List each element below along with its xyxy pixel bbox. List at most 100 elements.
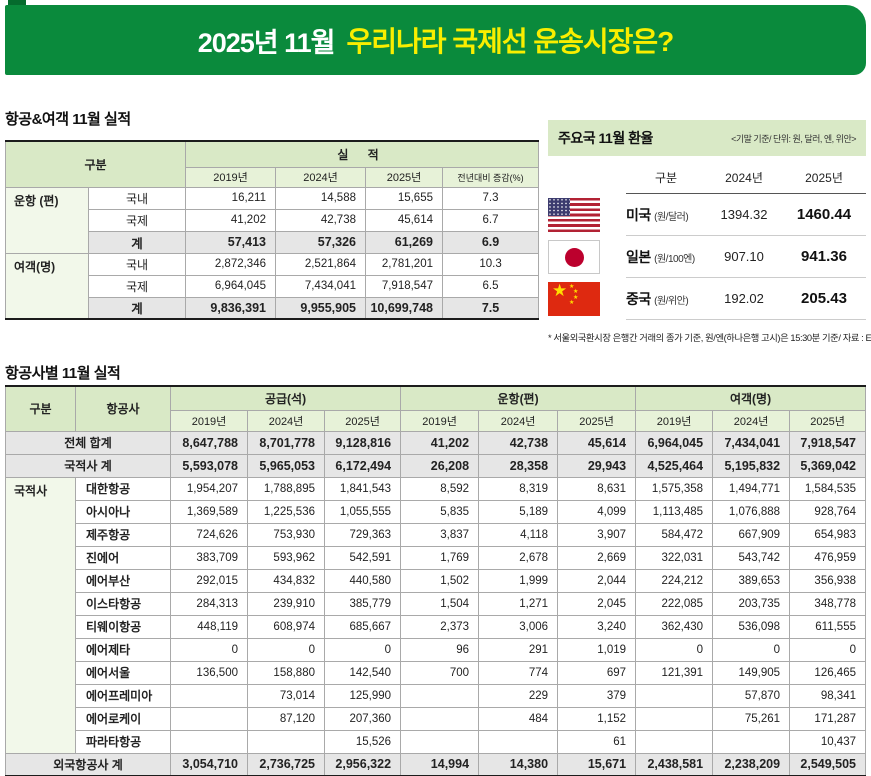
fx-rate-2024: 192.02 — [724, 291, 764, 306]
value-cell: 73,014 — [247, 683, 325, 708]
summary-header-gubun: 구분 — [5, 140, 186, 188]
year-header: 2019년 — [635, 409, 714, 432]
value-cell: 608,974 — [247, 614, 325, 639]
value-cell: 7,918,547 — [789, 430, 866, 455]
value-cell: 9,955,905 — [275, 296, 366, 320]
value-cell: 8,592 — [400, 476, 480, 501]
value-cell: 14,380 — [478, 752, 559, 776]
summary-row-label: 국내 — [88, 252, 186, 276]
airline-name: 에어로케이 — [75, 706, 171, 731]
fx-country-label: 중국 (원/위안) — [626, 290, 689, 307]
value-cell: 3,240 — [557, 614, 637, 639]
value-cell: 379 — [557, 683, 637, 708]
value-cell: 15,526 — [323, 729, 402, 754]
airline-row: 파라타항공 15,526 61 10,437 — [6, 729, 866, 754]
year-header: 2019년 — [400, 409, 480, 432]
value-cell: 8,631 — [557, 476, 637, 501]
value-cell: 611,555 — [789, 614, 866, 639]
value-cell: 1,271 — [478, 591, 559, 616]
title-banner: 2025년 11월 우리나라 국제선 운송시장은? — [5, 5, 866, 75]
summary-year-2025: 2025년 — [365, 166, 443, 188]
value-cell: 729,363 — [323, 522, 402, 547]
summary-row: 계 57,413 57,326 61,269 6.9 — [6, 230, 540, 254]
airline-name: 에어제타 — [75, 637, 171, 662]
value-cell: 2,373 — [400, 614, 480, 639]
airline-row: 진에어 383,709 593,962 542,591 1,769 2,678 2,669 3… — [6, 545, 866, 570]
airline-name: 대한항공 — [75, 476, 171, 501]
summary-year-2024: 2024년 — [275, 166, 366, 188]
value-cell: 1,769 — [400, 545, 480, 570]
value-cell: 57,413 — [185, 230, 276, 254]
value-cell: 222,085 — [635, 591, 714, 616]
value-cell — [247, 729, 325, 754]
fx-unit-label: (원/위안) — [654, 295, 689, 307]
summary-row-label: 계 — [88, 296, 186, 320]
value-cell: 87,120 — [247, 706, 325, 731]
value-cell: 2,678 — [478, 545, 559, 570]
airline-row: 외국항공사 계 3,054,710 2,736,725 2,956,322 14,994… — [5, 752, 866, 776]
airline-table-body: 전체 합계 8,647,788 8,701,778 9,128,816 41,202 42… — [5, 430, 866, 776]
yoy-cell: 6.5 — [441, 274, 540, 298]
flag-box — [548, 236, 626, 278]
value-cell: 1,999 — [478, 568, 559, 593]
year-header: 2019년 — [170, 409, 248, 432]
value-cell — [170, 706, 248, 731]
fx-rate-2024: 907.10 — [724, 249, 764, 264]
summary-row: 국제 6,964,045 7,434,041 7,918,547 6.5 — [6, 274, 540, 298]
fx-rate-2024: 1394.32 — [720, 207, 768, 222]
value-cell: 42,738 — [478, 430, 559, 455]
value-cell: 0 — [170, 637, 248, 662]
value-cell: 6,964,045 — [635, 430, 714, 455]
value-cell: 2,521,864 — [275, 252, 366, 276]
value-cell: 362,430 — [635, 614, 714, 639]
value-cell — [400, 729, 480, 754]
value-cell — [478, 729, 559, 754]
value-cell: 126,465 — [789, 660, 866, 685]
value-cell: 484 — [478, 706, 559, 731]
airline-group-passengers: 여객(명) — [635, 385, 866, 411]
national-carriers-label: 국적사 — [5, 476, 76, 754]
value-cell — [170, 729, 248, 754]
airline-group-supply: 공급(석) — [169, 385, 402, 411]
value-cell: 1,369,589 — [170, 499, 248, 524]
fx-col-2024: 2024년 — [725, 171, 763, 185]
value-cell: 584,472 — [635, 522, 714, 547]
value-cell: 3,006 — [478, 614, 559, 639]
value-cell: 14,588 — [275, 186, 366, 210]
airline-name: 진에어 — [75, 545, 171, 570]
value-cell: 3,054,710 — [170, 752, 248, 776]
fx-row-data: 중국 (원/위안) 192.02 205.43 — [626, 278, 866, 320]
value-cell: 0 — [323, 637, 402, 662]
value-cell: 1,841,543 — [323, 476, 402, 501]
value-cell: 5,835 — [400, 499, 480, 524]
airline-row: 에어부산 292,015 434,832 440,580 1,502 1,999 2,044… — [6, 568, 866, 593]
jp-flag-icon — [548, 240, 600, 274]
year-header: 2025년 — [789, 409, 866, 432]
flag-box — [548, 194, 626, 236]
fx-rate-2025: 941.36 — [801, 248, 847, 265]
value-cell: 697 — [557, 660, 637, 685]
banner-date: 2025년 11월 — [197, 27, 336, 58]
airline-name: 에어서울 — [75, 660, 171, 685]
airline-name: 아시아나 — [75, 499, 171, 524]
value-cell: 2,736,725 — [247, 752, 325, 776]
airline-row: 국적사 계 5,593,078 5,965,053 6,172,494 26,208 28… — [5, 453, 866, 478]
airline-row: 이스타항공 284,313 239,910 385,779 1,504 1,271 2,04… — [6, 591, 866, 616]
fx-row: ★ ★ ★ ★ ★ 중국 (원/위안) 192.02 205.43 — [548, 278, 866, 320]
summary-header-yoy: 전년대비 증감(%) — [441, 166, 540, 188]
fx-col-gubun: 구분 — [654, 171, 678, 185]
value-cell: 1,502 — [400, 568, 480, 593]
airline-row: 전체 합계 8,647,788 8,701,778 9,128,816 41,202 42… — [5, 430, 866, 455]
fx-panel: 주요국 11월 환율 <기말 기준/ 단위: 원, 달러, 엔, 위안> 구분 … — [548, 120, 871, 344]
value-cell: 61 — [557, 729, 637, 754]
airline-row: 에어프레미아 73,014 125,990 229 379 57,870 98,341 — [6, 683, 866, 708]
airline-row: 국적사 대한항공 1,954,207 1,788,895 1,841,543 8,592 8… — [5, 476, 866, 754]
fx-row: 미국 (원/달러) 1394.32 1460.44 — [548, 194, 866, 236]
value-cell: 654,983 — [789, 522, 866, 547]
cn-flag-icon: ★ ★ ★ ★ ★ — [548, 282, 600, 316]
fx-rate-2025: 205.43 — [801, 290, 847, 307]
value-cell: 0 — [712, 637, 791, 662]
value-cell: 1,152 — [557, 706, 637, 731]
value-cell: 753,930 — [247, 522, 325, 547]
